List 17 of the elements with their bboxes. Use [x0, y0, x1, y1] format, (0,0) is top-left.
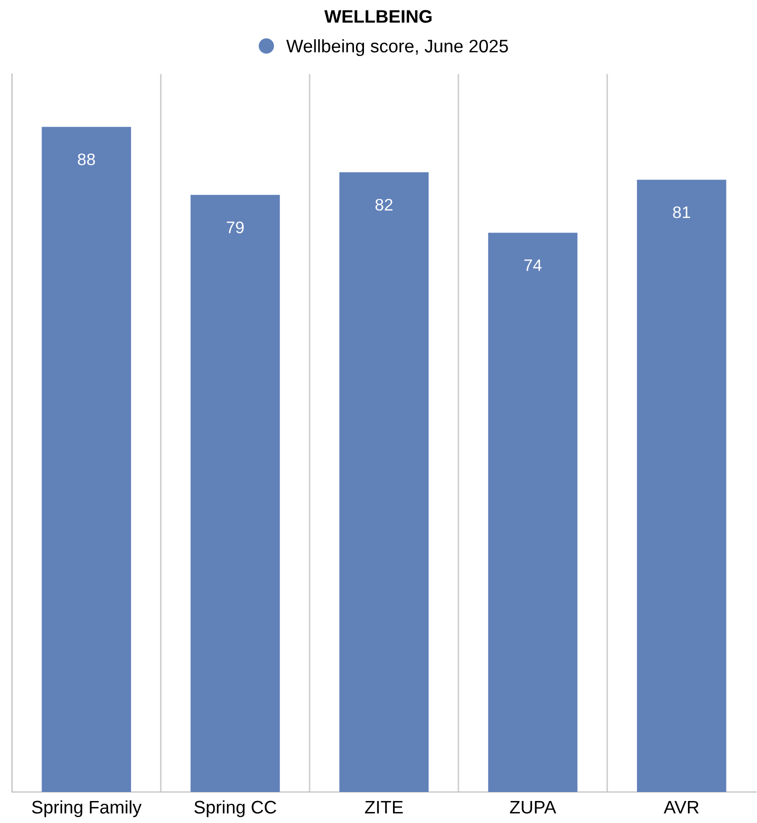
x-tick-label: AVR [664, 800, 699, 814]
bar [42, 126, 132, 792]
bar [636, 180, 726, 792]
data-label: 88 [78, 153, 95, 166]
chart-title: WELLBEING [324, 10, 432, 23]
data-label: 82 [375, 198, 392, 211]
x-tick-label: Spring Family [32, 800, 142, 818]
bar [190, 194, 280, 792]
x-tick-label: ZUPA [510, 800, 556, 814]
bar [488, 232, 578, 792]
bar [339, 172, 429, 792]
data-label: 74 [524, 259, 542, 271]
x-tick-label: ZITE [365, 800, 403, 814]
x-tick-label: Spring CC [194, 800, 276, 818]
data-label: 79 [226, 221, 244, 234]
legend-label: Wellbeing score, June 2025 [286, 39, 508, 56]
data-label: 81 [673, 206, 690, 218]
